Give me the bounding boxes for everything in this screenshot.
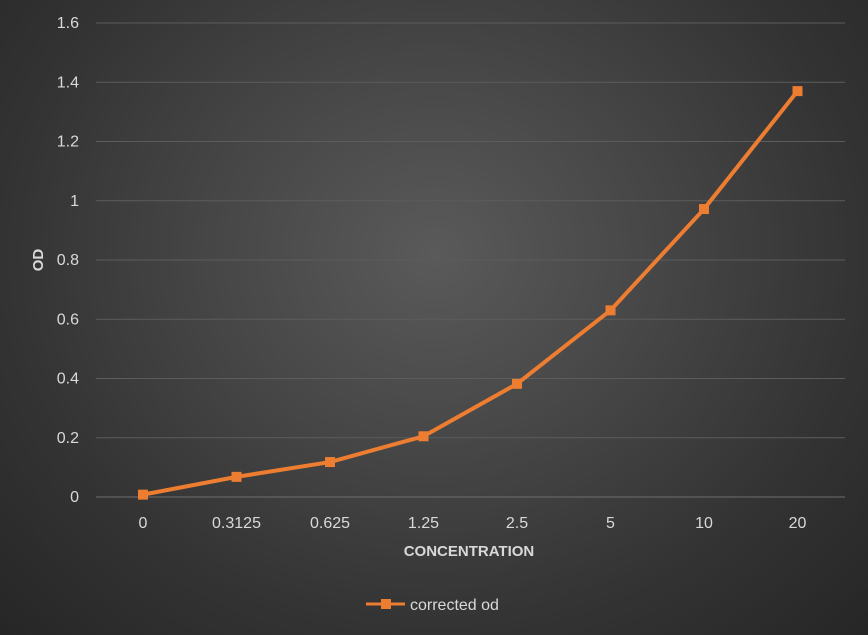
data-point-marker xyxy=(512,378,522,389)
data-point-marker xyxy=(792,86,803,97)
gridlines xyxy=(96,22,845,498)
y-tick-label: 0.8 xyxy=(57,252,79,269)
x-tick-label: 0.625 xyxy=(310,515,350,532)
y-tick-label: 0.6 xyxy=(57,311,79,328)
data-point-marker xyxy=(699,204,709,215)
data-point-marker xyxy=(231,471,242,482)
data-point-marker xyxy=(418,431,429,442)
y-axis-ticks: 0 0.2 0.4 0.6 0.8 1 1.2 1.4 1.6 xyxy=(57,15,79,506)
data-point-marker xyxy=(138,489,148,500)
x-tick-label: 0 xyxy=(139,515,148,532)
series-line xyxy=(141,89,800,497)
y-tick-label: 0 xyxy=(70,489,79,506)
data-point-marker xyxy=(605,305,616,316)
legend-label: corrected od xyxy=(410,597,499,614)
y-tick-label: 1 xyxy=(70,193,79,210)
y-tick-label: 1.2 xyxy=(57,134,79,151)
y-tick-label: 1.4 xyxy=(57,74,79,91)
y-tick-label: 0.2 xyxy=(57,430,79,447)
y-axis-title: OD xyxy=(30,249,47,272)
series-layer xyxy=(138,86,803,500)
x-tick-label: 0.3125 xyxy=(212,515,261,532)
x-tick-label: 1.25 xyxy=(408,515,439,532)
legend-square-marker xyxy=(381,599,391,609)
x-tick-label: 5 xyxy=(606,515,615,532)
x-tick-label: 2.5 xyxy=(506,515,528,532)
legend: corrected od xyxy=(366,597,499,614)
x-tick-label: 10 xyxy=(695,515,713,532)
data-point-marker xyxy=(325,457,335,468)
x-tick-label: 20 xyxy=(789,515,807,532)
y-tick-label: 0.4 xyxy=(57,371,79,388)
x-axis-ticks: 0 0.3125 0.625 1.25 2.5 5 10 20 xyxy=(139,515,807,532)
y-tick-label: 1.6 xyxy=(57,15,79,32)
x-axis-title: CONCENTRATION xyxy=(404,543,535,560)
